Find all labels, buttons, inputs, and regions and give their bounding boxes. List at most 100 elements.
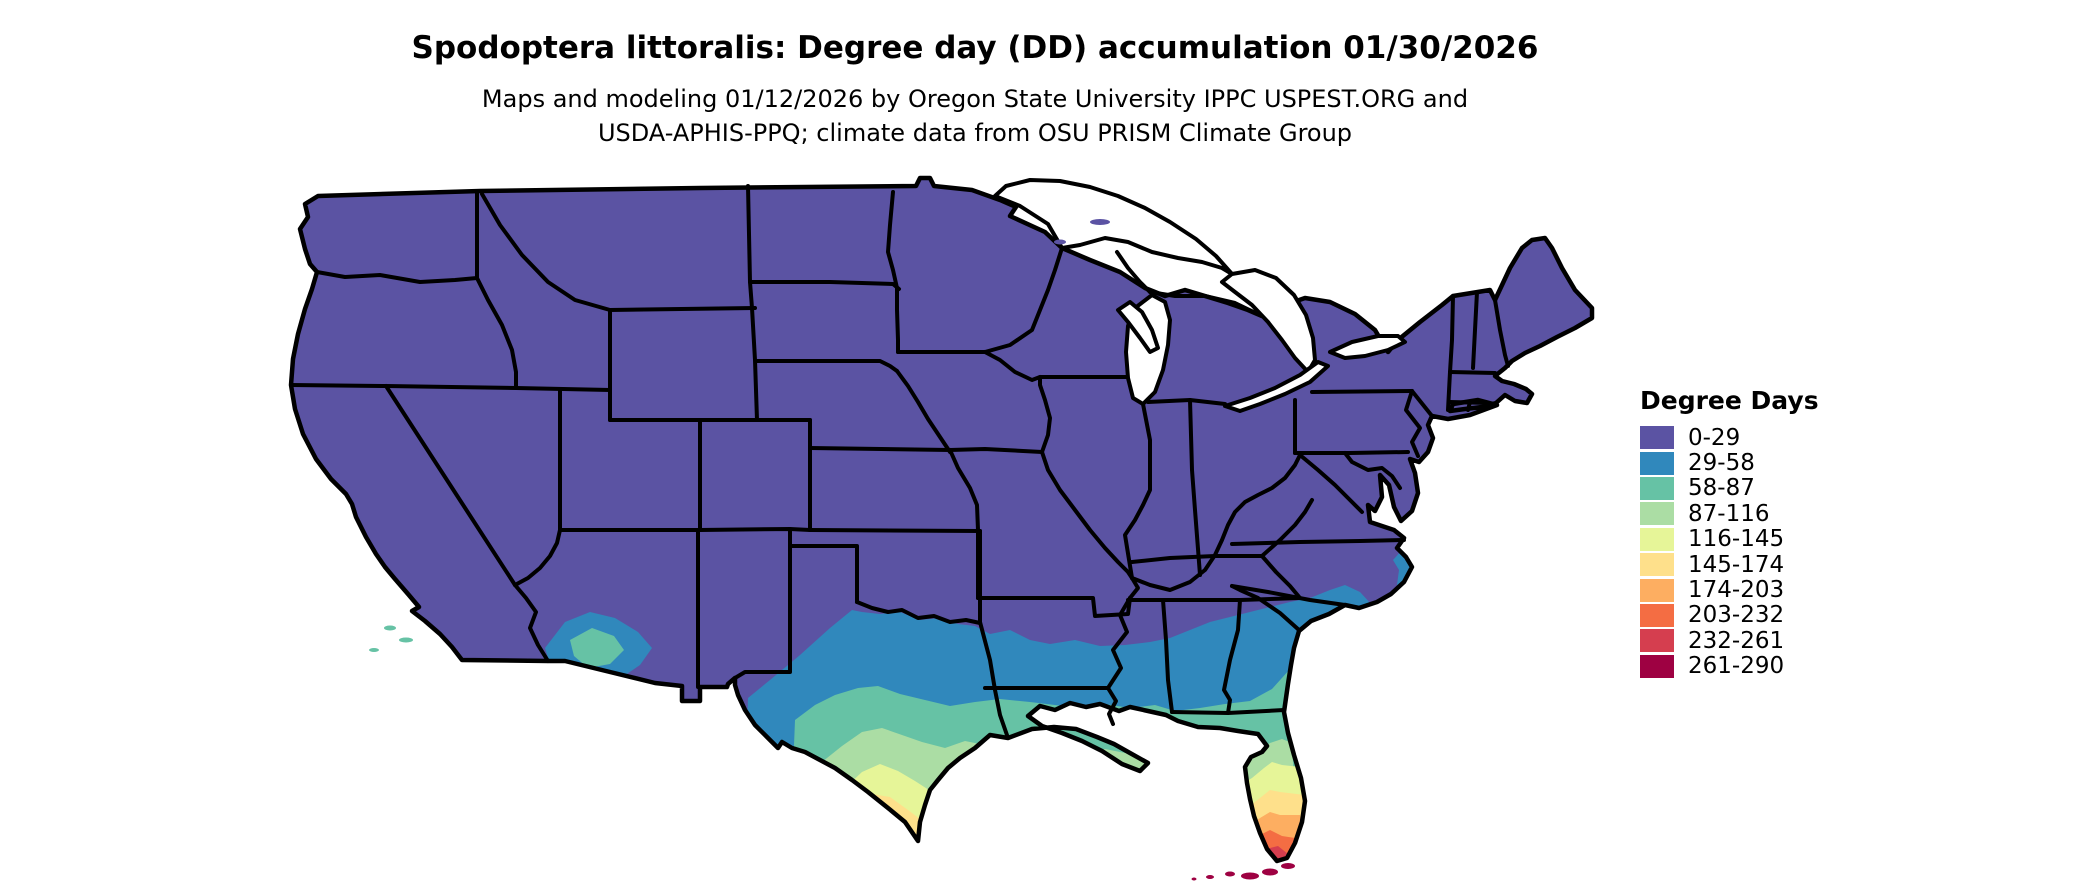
- state-border-wa-or: [315, 270, 479, 284]
- legend-item: 116-145: [1640, 526, 1819, 553]
- channel-island: [384, 625, 396, 631]
- florida-key: [1206, 875, 1214, 879]
- state-border-ks-ok: [808, 528, 982, 533]
- legend-swatch-174-203: [1640, 578, 1674, 602]
- state-border-in-oh: [1188, 398, 1202, 577]
- lake-superior: [993, 178, 1234, 276]
- state-border-ohio-river: [1130, 453, 1302, 592]
- subtitle-line-1: Maps and modeling 01/12/2026 by Oregon S…: [481, 85, 1469, 113]
- state-border-mo-il-river: [1040, 450, 1134, 580]
- florida-key: [1225, 871, 1235, 877]
- legend-item: 29-58: [1640, 450, 1819, 477]
- state-border-mississippi-river-mid: [1128, 576, 1140, 600]
- florida-key: [1191, 877, 1197, 881]
- state-border-ma-north: [1448, 370, 1497, 375]
- legend-swatch-116-145: [1640, 527, 1674, 551]
- state-border-mn-wi: [983, 246, 1064, 354]
- legend-swatch-58-87: [1640, 476, 1674, 500]
- state-border-nm-tx-west: [733, 527, 792, 680]
- band-174-203: [860, 812, 1312, 861]
- state-border-ms-al: [1161, 598, 1174, 714]
- green-bay: [1116, 300, 1160, 354]
- legend-swatch-87-116: [1640, 502, 1674, 526]
- legend-item: 261-290: [1640, 653, 1819, 680]
- legend-swatch-0-29: [1640, 426, 1674, 450]
- state-border-az-ca: [513, 583, 550, 663]
- state-border-ca-nv: [384, 384, 517, 587]
- state-border-va-nc: [1230, 538, 1406, 546]
- state-border-37n: [558, 527, 812, 532]
- state-border-al-ga: [1222, 598, 1242, 715]
- state-border-mississippi-river-upper: [983, 350, 1052, 454]
- legend-swatch-203-232: [1640, 603, 1674, 627]
- state-border-ok-panhandle: [788, 544, 859, 604]
- state-border-pa-nj: [1404, 389, 1422, 458]
- legend-item-label: 203-232: [1688, 602, 1785, 629]
- state-border-mason-dixon: [1293, 450, 1410, 455]
- state-border-nh-me: [1493, 298, 1510, 368]
- conus-outline: [288, 175, 1595, 864]
- state-border-nc-sc: [1230, 584, 1347, 607]
- channel-island: [369, 648, 379, 652]
- state-border-mn-west: [886, 190, 900, 354]
- legend-items: 0-29 29-58 58-87 87-116 116-145 145-174 174-20…: [1640, 425, 1819, 679]
- great-lakes: [993, 178, 1407, 413]
- state-border-tn-south: [1126, 596, 1302, 602]
- state-border-md-potomac: [1343, 451, 1402, 490]
- legend-title: Degree Days: [1640, 386, 1819, 415]
- florida-key: [1262, 868, 1278, 876]
- legend-swatch-145-174: [1640, 553, 1674, 577]
- superior-shore-island: [1054, 239, 1066, 245]
- legend-item-label: 261-290: [1688, 653, 1785, 680]
- map-header: Spodoptera littoralis: Degree day (DD) a…: [0, 0, 1950, 150]
- state-border-mi-south: [1146, 398, 1227, 406]
- state-border-sd-ne: [754, 359, 899, 373]
- state-border-mo-ar: [976, 596, 1132, 618]
- state-border-ne-ks: [808, 446, 952, 452]
- legend-item-label: 145-174: [1688, 551, 1785, 578]
- lake-st-clair-erie: [1223, 360, 1330, 413]
- legend-item: 58-87: [1640, 475, 1819, 501]
- legend-swatch-29-58: [1640, 451, 1674, 475]
- florida-key: [1281, 863, 1295, 869]
- legend-item: 203-232: [1640, 602, 1819, 629]
- state-border-nv-az: [513, 528, 562, 587]
- state-border-104w: [746, 184, 759, 422]
- state-border-or-id: [475, 276, 518, 390]
- state-border-ny-pa: [1310, 389, 1414, 394]
- legend-item: 87-116: [1640, 500, 1819, 527]
- page-subtitle: Maps and modeling 01/12/2026 by Oregon S…: [0, 66, 1950, 150]
- state-border-ia-mo: [948, 447, 1044, 454]
- state-border-missouri-river: [895, 369, 952, 454]
- state-border-ny-east: [1446, 294, 1455, 412]
- legend-swatch-232-261: [1640, 629, 1674, 653]
- subtitle-line-2: USDA-APHIS-PPQ; climate data from OSU PR…: [597, 119, 1353, 147]
- state-border-ar-ms-river: [1106, 596, 1132, 690]
- legend-item-label: 174-203: [1688, 577, 1785, 604]
- legend-item-label: 87-116: [1688, 500, 1770, 527]
- legend-item-label: 29-58: [1688, 450, 1755, 477]
- legend-item: 145-174: [1640, 551, 1819, 578]
- state-border-tn-nc: [1260, 554, 1302, 600]
- legend-item: 232-261: [1640, 628, 1819, 654]
- state-border-red-river: [855, 600, 982, 625]
- state-border-42n: [289, 383, 612, 392]
- state-border-vt-nh: [1471, 290, 1479, 370]
- legend-item: 174-203: [1640, 577, 1819, 604]
- isle-royale-island: [1090, 219, 1110, 225]
- channel-island: [399, 637, 413, 643]
- state-border-wv-va: [1298, 453, 1364, 514]
- state-border-mt-south: [608, 306, 757, 312]
- offshore-islands: [369, 625, 1295, 881]
- legend-item-label: 116-145: [1688, 526, 1785, 553]
- lake-ontario: [1328, 334, 1407, 360]
- legend-item-label: 0-29: [1688, 424, 1741, 451]
- state-border-ks-mo: [948, 448, 980, 532]
- legend: Degree Days 0-29 29-58 58-87 87-116 116-145 1…: [1640, 386, 1819, 679]
- state-border-ny-nj: [1410, 389, 1434, 418]
- band-58-87-arizona: [570, 628, 624, 668]
- state-border-il-in: [1123, 402, 1152, 580]
- florida-key: [1241, 872, 1259, 880]
